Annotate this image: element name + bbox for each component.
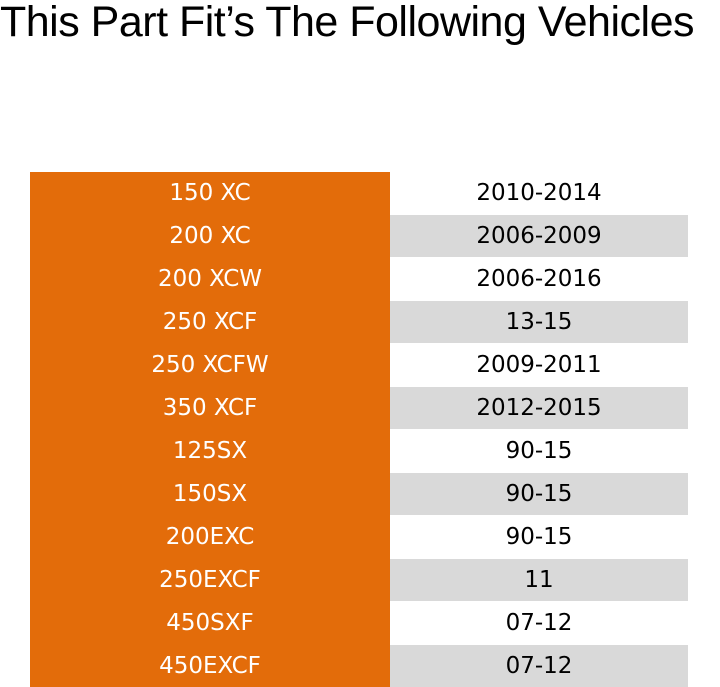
model-cell: 200EXC (30, 516, 390, 559)
years-cell: 90-15 (390, 430, 688, 473)
years-cell: 90-15 (390, 473, 688, 516)
model-cell: 150SX (30, 473, 390, 516)
years-cell: 2006-2009 (390, 215, 688, 258)
years-cell: 07-12 (390, 602, 688, 645)
model-cell: 250 XCFW (30, 344, 390, 387)
years-cell: 90-15 (390, 516, 688, 559)
model-cell: 350 XCF (30, 387, 390, 430)
model-cell: 450SXF (30, 602, 390, 645)
years-cell: 11 (390, 559, 688, 602)
years-cell: 2009-2011 (390, 344, 688, 387)
model-cell: 125SX (30, 430, 390, 473)
model-cell: 200 XCW (30, 258, 390, 301)
years-cell: 07-12 (390, 645, 688, 687)
years-cell: 13-15 (390, 301, 688, 344)
model-cell: 250EXCF (30, 559, 390, 602)
years-cell: 2006-2016 (390, 258, 688, 301)
years-cell: 2010-2014 (390, 172, 688, 215)
years-cell: 2012-2015 (390, 387, 688, 430)
model-cell: 250 XCF (30, 301, 390, 344)
title: This Part Fit’s The Following Vehicles (0, 0, 720, 44)
model-cell: 450EXCF (30, 645, 390, 687)
model-cell: 150 XC (30, 172, 390, 215)
model-cell: 200 XC (30, 215, 390, 258)
